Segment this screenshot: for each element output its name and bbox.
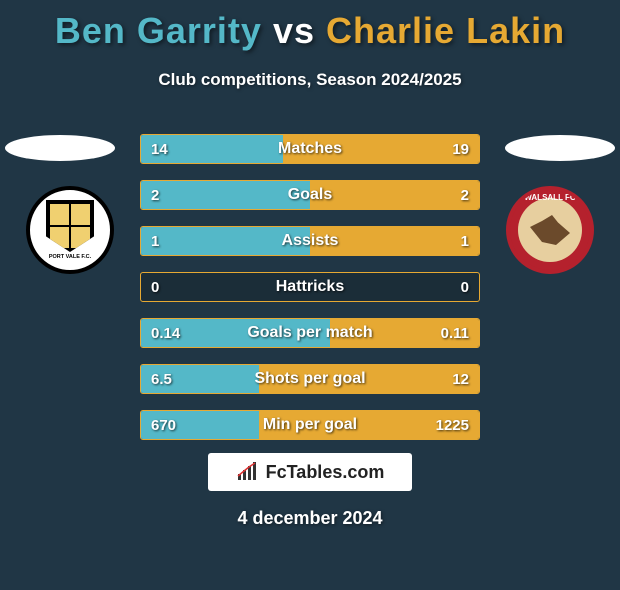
stat-label: Matches [141,135,479,163]
stat-label: Hattricks [141,273,479,301]
stat-row: 1419Matches [140,134,480,164]
player1-platform-icon [5,135,115,161]
stat-row: 22Goals [140,180,480,210]
player2-name: Charlie Lakin [326,10,565,51]
stat-row: 0.140.11Goals per match [140,318,480,348]
snapshot-date: 4 december 2024 [0,508,620,529]
port-vale-crest-icon: PORT VALE F.C. [26,186,114,274]
brand-text: FcTables.com [266,462,385,483]
chart-icon [236,462,260,482]
walsall-crest-icon: WALSALL FC [506,186,594,274]
player2-platform-icon [505,135,615,161]
stat-row: 00Hattricks [140,272,480,302]
club-crest-right: WALSALL FC [506,186,594,274]
stat-bars-container: 1419Matches 22Goals 11Assists 00Hattricks 0.… [140,134,480,456]
stat-label: Shots per goal [141,365,479,393]
season-subtitle: Club competitions, Season 2024/2025 [0,70,620,90]
stat-label: Min per goal [141,411,479,439]
stat-label: Goals per match [141,319,479,347]
player1-name: Ben Garrity [55,10,262,51]
comparison-title: Ben Garrity vs Charlie Lakin [0,10,620,52]
stat-label: Goals [141,181,479,209]
stat-label: Assists [141,227,479,255]
brand-badge: FcTables.com [208,453,412,491]
bird-icon [530,215,570,245]
stat-row: 6701225Min per goal [140,410,480,440]
club-crest-left: PORT VALE F.C. [26,186,114,274]
stat-row: 11Assists [140,226,480,256]
stat-row: 6.512Shots per goal [140,364,480,394]
vs-separator: vs [273,10,315,51]
